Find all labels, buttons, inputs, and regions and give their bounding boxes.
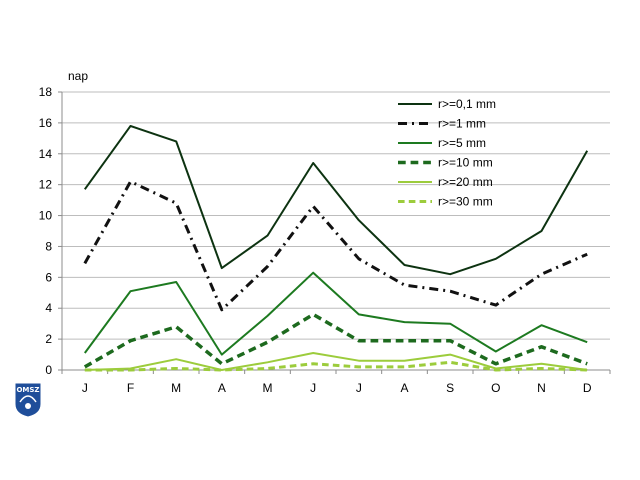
series-line: [83, 271, 588, 356]
legend: r>=0,1 mm r>=1 mm r>=5 mm r>=10 mm r>=20 mm r…: [398, 97, 496, 209]
x-tick-label: M: [263, 381, 273, 395]
x-tick-label: J: [82, 381, 88, 395]
x-tick-label: J: [356, 381, 362, 395]
series-line: [83, 125, 589, 276]
omsz-logo: OMSZ: [14, 382, 42, 418]
series-line: [84, 360, 588, 372]
y-tick-label: 12: [39, 178, 53, 192]
axes: [58, 91, 611, 374]
legend-label: r>=0,1 mm: [438, 97, 496, 111]
y-tick-label: 4: [45, 301, 52, 315]
y-tick-label: 10: [39, 209, 53, 223]
x-tick-label: S: [446, 381, 454, 395]
legend-label: r>=5 mm: [438, 136, 486, 150]
x-tick-label: A: [218, 381, 226, 395]
x-tick-label: A: [400, 381, 408, 395]
y-tick-labels: 0 2 4 6 8 10 12 14 16 18: [39, 85, 53, 377]
x-tick-label: O: [491, 381, 500, 395]
x-tick-label: M: [171, 381, 181, 395]
legend-label: r>=30 mm: [438, 195, 493, 209]
x-tick-label: N: [537, 381, 546, 395]
legend-label: r>=1 mm: [438, 117, 486, 131]
y-tick-label: 2: [45, 332, 52, 346]
series-lines: [83, 125, 589, 372]
logo-text: OMSZ: [16, 386, 39, 394]
y-tick-label: 8: [45, 239, 52, 253]
x-tick-label: D: [583, 381, 592, 395]
series-line: [84, 352, 588, 371]
y-tick-label: 18: [39, 85, 53, 99]
series-line: [83, 180, 588, 312]
y-axis-label: nap: [68, 69, 88, 83]
y-tick-label: 6: [45, 270, 52, 284]
legend-label: r>=20 mm: [438, 175, 493, 189]
y-tick-label: 0: [45, 363, 52, 377]
legend-label: r>=10 mm: [438, 156, 493, 170]
series-line: [83, 312, 588, 369]
y-tick-label: 16: [39, 116, 53, 130]
x-tick-label: F: [127, 381, 134, 395]
y-tick-label: 14: [39, 147, 53, 161]
grid-lines: [62, 91, 610, 371]
x-tick-label: J: [310, 381, 316, 395]
